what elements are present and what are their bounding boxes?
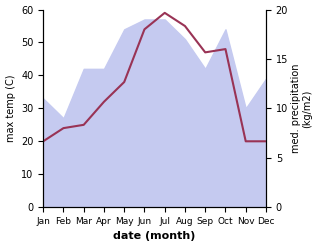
X-axis label: date (month): date (month) <box>114 231 196 242</box>
Y-axis label: max temp (C): max temp (C) <box>5 75 16 142</box>
Y-axis label: med. precipitation
(kg/m2): med. precipitation (kg/m2) <box>291 64 313 153</box>
